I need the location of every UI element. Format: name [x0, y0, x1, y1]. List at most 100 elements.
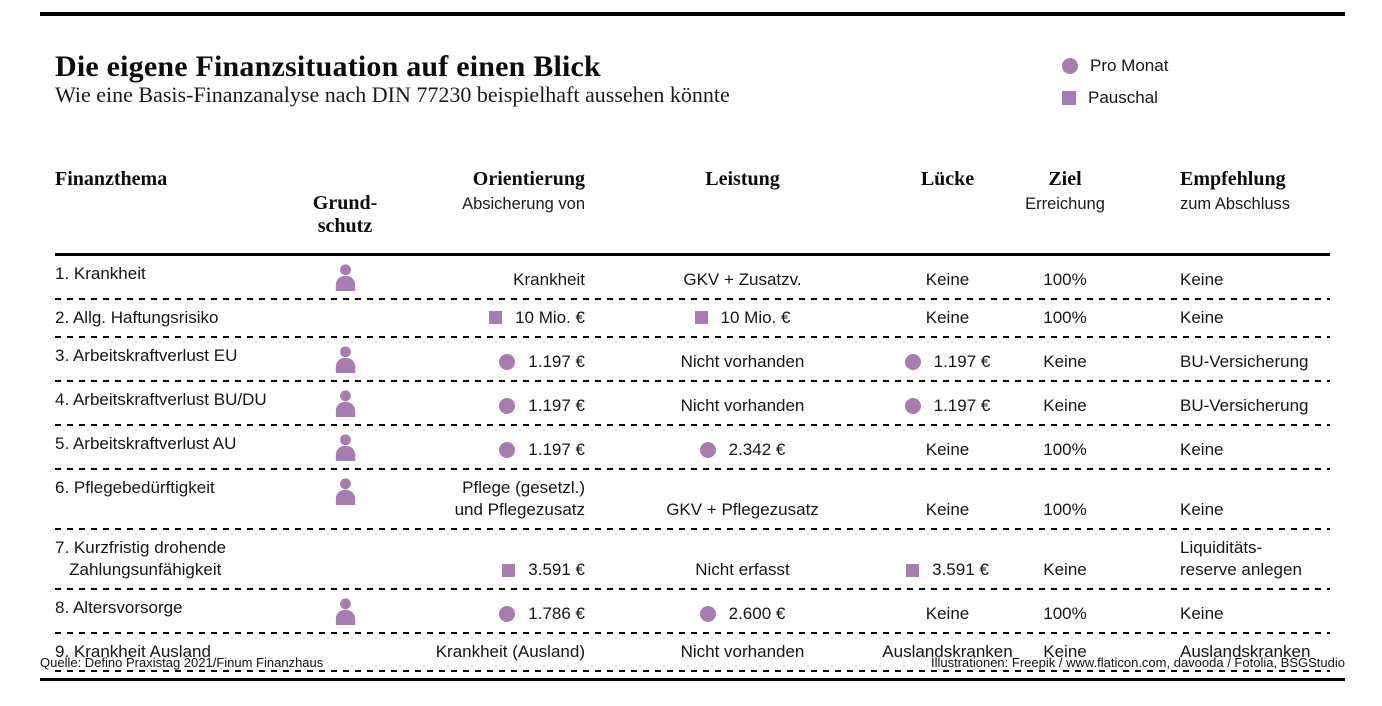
- grundschutz-cell: [295, 389, 395, 417]
- ziel-cell: Keine: [1043, 351, 1087, 371]
- pro-monat-marker-icon: [699, 606, 716, 623]
- orientierung-cell: Pflege (gesetzl.) und Pflegezusatz: [395, 477, 600, 521]
- grundschutz-cell: [295, 537, 395, 538]
- column-header-finanzthema: Finanzthema: [55, 168, 295, 192]
- cell-value: 1.197 €: [933, 395, 991, 415]
- orientierung-cell: 1.197 €: [395, 395, 600, 417]
- finanzthema-cell: 2. Allg. Haftungsrisiko: [55, 307, 219, 327]
- leistung-cell: Nicht vorhanden: [600, 641, 885, 663]
- column-header-luecke: Lücke: [885, 168, 1010, 192]
- pro-monat-marker-icon: [1062, 58, 1078, 74]
- cell-value: Pflege (gesetzl.) und Pflegezusatz: [454, 477, 585, 519]
- cell-value: Keine: [925, 439, 970, 459]
- empfehlung-cell: Keine: [1180, 439, 1224, 459]
- column-header-ziel: Ziel Erreichung: [1010, 168, 1120, 214]
- column-header-label: Leistung: [705, 168, 780, 190]
- cell-value: Keine: [925, 269, 970, 289]
- row-separator: [55, 297, 1330, 300]
- grundschutz-cell: [295, 597, 395, 626]
- column-header-sublabel: Erreichung: [1025, 194, 1105, 213]
- column-header-orientierung: Orientierung Absicherung von: [395, 168, 600, 214]
- column-header-grundschutz: Grund- schutz: [295, 168, 395, 239]
- leistung-cell: Nicht vorhanden: [600, 395, 885, 417]
- row-separator: [55, 467, 1330, 470]
- luecke-cell: Keine: [885, 439, 1010, 461]
- luecke-cell: 1.197 €: [885, 395, 1010, 417]
- legend-label: Pro Monat: [1090, 56, 1169, 75]
- page-subtitle: Wie eine Basis-Finanzanalyse nach DIN 77…: [55, 82, 730, 107]
- cell-value: Nicht vorhanden: [680, 351, 805, 371]
- table-row: 3. Arbeitskraftverlust EU 1.197 € Nicht vo…: [55, 338, 1330, 380]
- luecke-cell: Auslandskranken: [882, 641, 1012, 663]
- orientierung-cell: 1.197 €: [395, 439, 600, 461]
- empfehlung-cell: Keine: [1180, 604, 1224, 624]
- legend-item-pro-monat: Pro Monat: [1062, 56, 1168, 76]
- grundschutz-cell: [295, 345, 395, 373]
- grundschutz-cell: [295, 433, 395, 461]
- table-row: 9. Krankheit Ausland Krankheit (Ausland) N…: [55, 634, 1330, 670]
- column-header-label: Finanzthema: [55, 168, 168, 190]
- orientierung-cell: 1.197 €: [395, 351, 600, 373]
- luecke-cell: 3.591 €: [885, 559, 1010, 581]
- cell-value: 3.591 €: [932, 560, 989, 580]
- grundschutz-cell: [295, 641, 395, 642]
- cell-value: GKV + Pflegezusatz: [666, 499, 819, 519]
- legend: Pro Monat Pauschal: [1062, 56, 1168, 108]
- pauschal-marker-icon: [694, 311, 708, 325]
- table-row: 7. Kurzfristig drohende Zahlungsunfähigk…: [55, 530, 1330, 588]
- finanzthema-cell: 3. Arbeitskraftverlust EU: [55, 345, 238, 365]
- orientierung-cell: Krankheit (Ausland): [395, 641, 600, 663]
- ziel-cell: 100%: [1043, 604, 1087, 624]
- legend-label: Pauschal: [1088, 88, 1158, 107]
- person-icon: [335, 434, 355, 461]
- cell-value: 10 Mio. €: [515, 307, 585, 327]
- pro-monat-marker-icon: [499, 441, 516, 458]
- cell-value: 1.786 €: [528, 604, 585, 624]
- luecke-cell: Keine: [885, 499, 1010, 521]
- finanzthema-cell: 5. Arbeitskraftverlust AU: [55, 433, 237, 453]
- cell-value: 1.197 €: [528, 439, 585, 459]
- cell-value: Keine: [925, 604, 970, 624]
- pro-monat-marker-icon: [904, 353, 921, 370]
- ziel-cell: 100%: [1043, 269, 1087, 289]
- page-title: Die eigene Finanzsituation auf einen Bli…: [55, 50, 601, 84]
- table-row: 4. Arbeitskraftverlust BU/DU 1.197 € Nicht…: [55, 382, 1330, 424]
- pro-monat-marker-icon: [904, 397, 921, 414]
- leistung-cell: Nicht vorhanden: [600, 351, 885, 373]
- pauschal-marker-icon: [1062, 91, 1076, 105]
- cell-value: Keine: [925, 499, 970, 519]
- column-header-label: Grund- schutz: [312, 191, 378, 238]
- cell-value: Keine: [925, 307, 970, 327]
- cell-value: 1.197 €: [528, 395, 585, 415]
- ziel-cell: Keine: [1043, 642, 1087, 662]
- finanzthema-cell: 1. Krankheit: [55, 263, 146, 283]
- row-separator: [55, 379, 1330, 382]
- person-icon: [335, 264, 355, 291]
- ziel-cell: 100%: [1043, 439, 1087, 459]
- cell-value: Nicht vorhanden: [680, 395, 805, 415]
- column-header-empfehlung: Empfehlung zum Abschluss: [1120, 168, 1330, 214]
- leistung-cell: 2.342 €: [600, 439, 885, 461]
- orientierung-cell: 3.591 €: [395, 559, 600, 581]
- empfehlung-cell: Auslandskranken: [1180, 642, 1311, 662]
- cell-value: 10 Mio. €: [720, 307, 791, 327]
- empfehlung-cell: Keine: [1180, 499, 1224, 519]
- finanzthema-cell: 9. Krankheit Ausland: [55, 642, 211, 662]
- cell-value: Nicht erfasst: [695, 560, 790, 580]
- luecke-cell: 1.197 €: [885, 351, 1010, 373]
- cell-value: 3.591 €: [528, 560, 585, 580]
- column-header-leistung: Leistung: [600, 168, 885, 192]
- cell-value: 2.600 €: [728, 604, 786, 624]
- ziel-cell: 100%: [1043, 499, 1087, 519]
- finanzthema-cell: 4. Arbeitskraftverlust BU/DU: [55, 389, 267, 409]
- table-row: 1. Krankheit Krankheit GKV + Zusatzv. Keine…: [55, 256, 1330, 298]
- row-separator: [55, 528, 1330, 531]
- pauschal-marker-icon: [906, 563, 920, 577]
- leistung-cell: GKV + Zusatzv.: [600, 269, 885, 291]
- column-header-label: Ziel: [1048, 168, 1082, 190]
- column-header-label: Empfehlung: [1180, 168, 1286, 190]
- table-row: 2. Allg. Haftungsrisiko 10 Mio. € 10 Mio. …: [55, 300, 1330, 336]
- orientierung-cell: 1.786 €: [395, 603, 600, 625]
- leistung-cell: 2.600 €: [600, 603, 885, 625]
